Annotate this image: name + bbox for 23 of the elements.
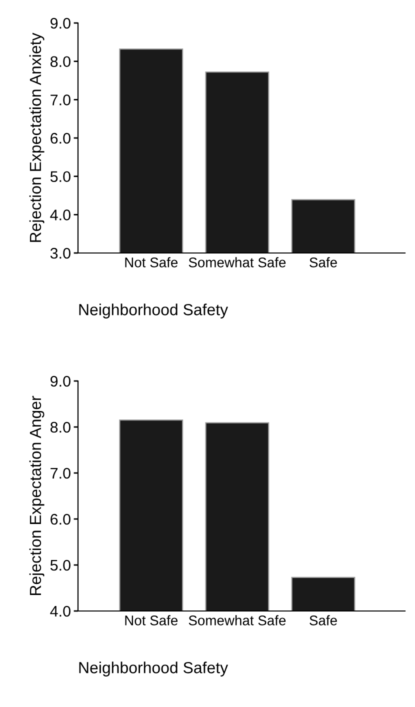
x-tick-label: Somewhat Safe (188, 257, 286, 268)
x-tick-label: Somewhat Safe (188, 615, 286, 626)
x-axis-title: Neighborhood Safety (79, 304, 228, 318)
y-tick-label: 8.0 (50, 56, 70, 68)
y-tick-label: 4.0 (50, 606, 70, 617)
y-tick-label: 7.0 (50, 468, 70, 479)
y-tick-label: 9.0 (50, 376, 70, 387)
y-tick-label: 5.0 (50, 171, 70, 182)
x-tick-label: Not Safe (125, 257, 178, 268)
x-tick-label: Not Safe (125, 615, 178, 626)
y-tick-label: 8.0 (50, 422, 70, 433)
y-tick-label: 9.0 (50, 18, 70, 29)
y-tick-label: 7.0 (50, 94, 70, 106)
y-tick-label: 5.0 (50, 560, 70, 571)
y-tick-label: 6.0 (50, 132, 70, 144)
x-tick-label: Safe (310, 257, 337, 268)
y-tick-label: 6.0 (50, 514, 70, 525)
y-tick-label: 4.0 (50, 210, 70, 220)
x-axis-title: Neighborhood Safety (79, 662, 228, 676)
y-axis-title: Rejection Expectation Anger (29, 396, 44, 596)
x-tick-label: Safe (310, 615, 337, 626)
y-tick-label: 3.0 (50, 248, 70, 259)
y-axis-title: Rejection Expectation Anxiety (29, 32, 44, 242)
